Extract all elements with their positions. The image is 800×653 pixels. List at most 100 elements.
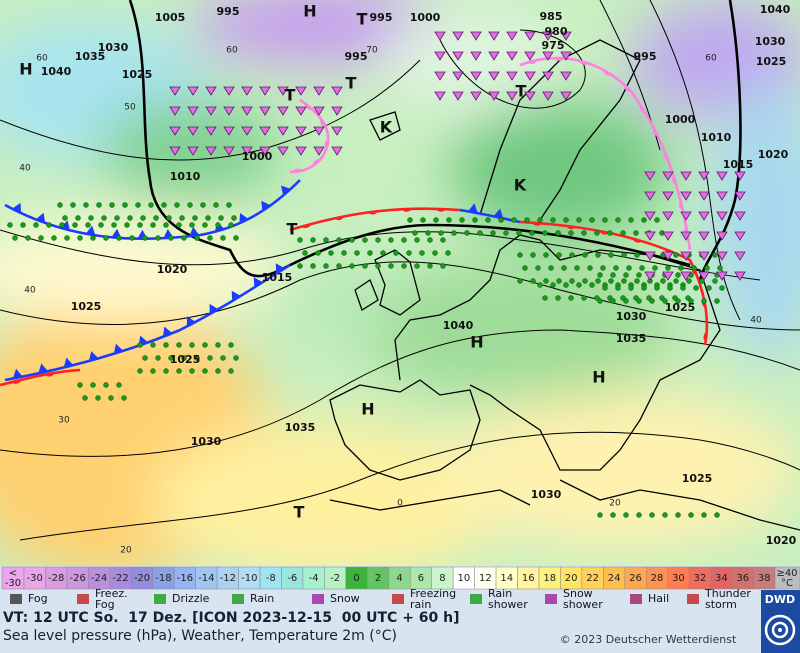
isobar-label: 1035: [75, 50, 106, 63]
rain-dot: [634, 252, 640, 258]
legend-label: shower: [563, 598, 603, 611]
rain-dot: [220, 235, 226, 241]
rain-dot: [202, 342, 208, 348]
snow-shower: [734, 191, 746, 201]
legend-label: Fog: [28, 592, 48, 605]
rain-dot: [556, 252, 562, 258]
rain-dot: [181, 355, 187, 361]
rain-dot: [163, 368, 169, 374]
rain-dot: [96, 202, 102, 208]
isobar-label: 995: [634, 50, 657, 63]
snow-shower: [698, 231, 710, 241]
rain-dot: [597, 298, 603, 304]
snow-shower: [452, 91, 464, 101]
front-triangle: [467, 203, 478, 214]
snow-shower: [434, 71, 446, 81]
snow-shower: [542, 31, 554, 41]
snow-shower: [488, 51, 500, 61]
snow-shower: [295, 126, 307, 136]
snow-shower: [205, 126, 217, 136]
rain-dot: [608, 278, 614, 284]
rain-dot: [589, 217, 595, 223]
snow-shower: [662, 171, 674, 181]
scale-above-symbol: ≥40: [776, 568, 797, 579]
snow-shower: [187, 126, 199, 136]
front-semicircle: [304, 103, 313, 111]
scale-label: -22: [112, 573, 128, 584]
front-semicircle: [320, 118, 326, 128]
rain-dot: [12, 235, 18, 241]
rain-dot: [51, 235, 57, 241]
snow-shower: [524, 71, 536, 81]
snow-shower: [331, 106, 343, 116]
snow-shower: [680, 211, 692, 221]
snow-shower: [277, 86, 289, 96]
pressure-center: K: [514, 176, 527, 195]
isobar-label: 1025: [665, 301, 696, 314]
scale-above-cell: [774, 566, 800, 590]
rain-dot: [59, 222, 65, 228]
rain-dot: [587, 265, 593, 271]
rain-dot: [628, 285, 634, 291]
snow-shower: [734, 171, 746, 181]
isobar-label: 985: [540, 10, 563, 23]
scale-label: -16: [177, 573, 193, 584]
front-semicircle: [11, 379, 22, 384]
rain-dot: [62, 215, 68, 221]
snow-shower: [434, 51, 446, 61]
scale-above-unit: °C: [781, 578, 793, 589]
rain-dot: [660, 278, 666, 284]
snow-shower: [560, 51, 572, 61]
snow-shower: [470, 91, 482, 101]
rain-dot: [179, 215, 185, 221]
isobar-label: 1035: [285, 421, 316, 434]
isobar-label: 1020: [758, 148, 789, 161]
front-semicircle: [672, 175, 677, 186]
legend-label: Thunder: [704, 587, 751, 600]
rain-dot: [176, 222, 182, 228]
rain-dot: [537, 217, 543, 223]
rain-dot: [498, 217, 504, 223]
rain-dot: [433, 217, 439, 223]
isobar-label: 1025: [756, 55, 787, 68]
rain-dot: [137, 342, 143, 348]
rain-dot: [621, 278, 627, 284]
front-semicircle: [313, 158, 321, 166]
scale-label: 24: [608, 573, 621, 584]
rain-dot: [103, 235, 109, 241]
rain-dot: [77, 382, 83, 388]
snow-shower: [644, 231, 656, 241]
rain-dot: [168, 355, 174, 361]
weather-legend: Fog Freez.Fog Drizzle Rain Snow FreezingrainR…: [10, 587, 751, 611]
isotherm-label: 0: [397, 499, 403, 509]
rain-dot: [38, 235, 44, 241]
rain-dot: [122, 202, 128, 208]
front-triangle: [239, 213, 249, 224]
rain-dot: [673, 278, 679, 284]
isotherm-label: 40: [19, 164, 31, 174]
rain-dot: [7, 222, 13, 228]
rain-dot: [140, 215, 146, 221]
rain-dot: [153, 215, 159, 221]
snow-shower: [205, 146, 217, 156]
rain-dot: [163, 222, 169, 228]
rain-dot: [155, 355, 161, 361]
rain-dot: [594, 230, 600, 236]
rain-dot: [202, 222, 208, 228]
front-triangle: [38, 363, 49, 374]
pressure-center: T: [287, 220, 298, 239]
isotherm-label: 60: [705, 54, 717, 64]
rain-dot: [451, 230, 457, 236]
rain-dot: [701, 512, 707, 518]
rain-dot: [362, 263, 368, 269]
scale-label: 28: [651, 573, 664, 584]
rain-dot: [148, 202, 154, 208]
pressure-center: H: [592, 368, 605, 387]
snow-shower: [644, 171, 656, 181]
rain-dot: [610, 272, 616, 278]
snow-shower: [716, 231, 728, 241]
rain-dot: [595, 278, 601, 284]
rain-dot: [233, 235, 239, 241]
snow-shower: [680, 271, 692, 281]
